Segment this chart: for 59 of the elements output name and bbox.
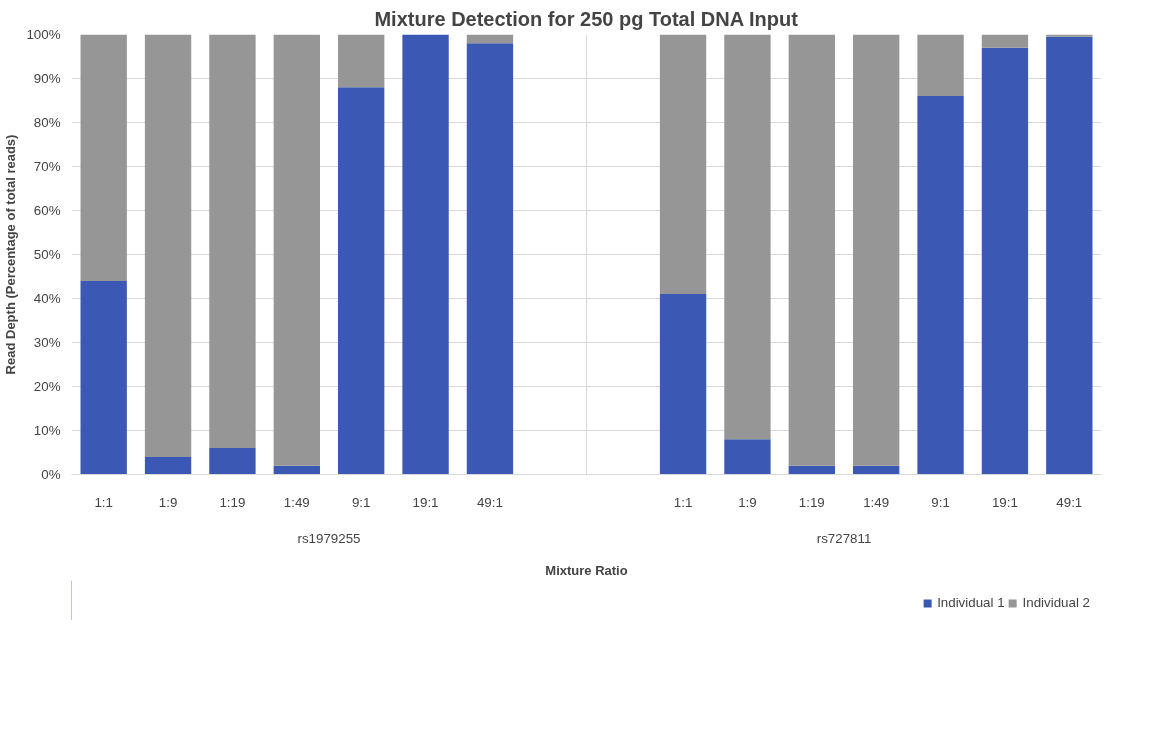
- x-tick-label: 1:19: [219, 494, 246, 510]
- y-tick-label: 90%: [33, 71, 61, 86]
- bar: [80, 280, 127, 475]
- x-tick-label: 1:9: [738, 494, 757, 510]
- bar: [853, 465, 900, 475]
- bar: [724, 439, 771, 475]
- y-tick-label: 0%: [41, 467, 61, 482]
- bar: [209, 34, 256, 449]
- bar: [1046, 36, 1093, 475]
- chart-title: Mixture Detection for 250 pg Total DNA Input: [374, 7, 799, 30]
- bar: [788, 34, 835, 466]
- bar: [338, 87, 385, 475]
- text: rs727811: [816, 530, 872, 546]
- y-tick-label: 20%: [33, 379, 61, 394]
- y-tick-label: 40%: [33, 291, 61, 306]
- text: rs1979255: [297, 530, 361, 546]
- x-tick-label: 19:1: [991, 494, 1018, 510]
- x-tick-label: 1:9: [158, 494, 178, 510]
- y-axis-title: Read Depth (Percentage of total reads): [3, 134, 19, 375]
- x-tick-label: 1:49: [283, 494, 310, 510]
- x-tick-label: 9:1: [351, 494, 371, 510]
- y-tick-label: 60%: [33, 203, 61, 218]
- y-tick-label: 50%: [33, 247, 61, 262]
- y-tick-label: 70%: [33, 159, 61, 174]
- bar: [402, 34, 449, 475]
- y-tick-label: 80%: [33, 115, 61, 130]
- x-tick-label: 9:1: [931, 494, 950, 510]
- y-tick-label: 10%: [33, 423, 61, 438]
- bar: [144, 34, 192, 457]
- bar: [659, 34, 707, 295]
- x-tick-label: 19:1: [412, 494, 439, 510]
- bar: [144, 456, 192, 475]
- x-tick-label: 1:1: [94, 494, 113, 510]
- bar: [981, 47, 1029, 475]
- bar: [209, 448, 256, 475]
- x-tick-label: 1:49: [863, 494, 890, 510]
- x-tick-label: 49:1: [1056, 494, 1083, 510]
- x-tick-label: 1:19: [798, 494, 825, 510]
- bar: [724, 34, 771, 440]
- bar: [659, 294, 707, 475]
- bar: [1046, 34, 1093, 37]
- bar: [981, 34, 1029, 48]
- x-tick-label: 49:1: [476, 494, 503, 510]
- bar: [338, 34, 385, 88]
- legend-label: Individual 1: [937, 595, 1005, 610]
- bar: [80, 34, 127, 281]
- bar: [273, 34, 320, 466]
- legend-label: Individual 2: [1022, 595, 1090, 610]
- bar: [273, 465, 320, 475]
- bar: [917, 34, 964, 97]
- bar: [788, 465, 835, 475]
- x-tick-label: 1:1: [673, 494, 693, 510]
- y-tick-label: 30%: [33, 335, 61, 350]
- y-tick-label: 100%: [26, 27, 61, 42]
- bar: [853, 34, 900, 466]
- x-axis-title: Mixture Ratio: [545, 562, 628, 578]
- bar: [466, 43, 514, 475]
- bar: [466, 34, 514, 44]
- bar: [917, 96, 964, 475]
